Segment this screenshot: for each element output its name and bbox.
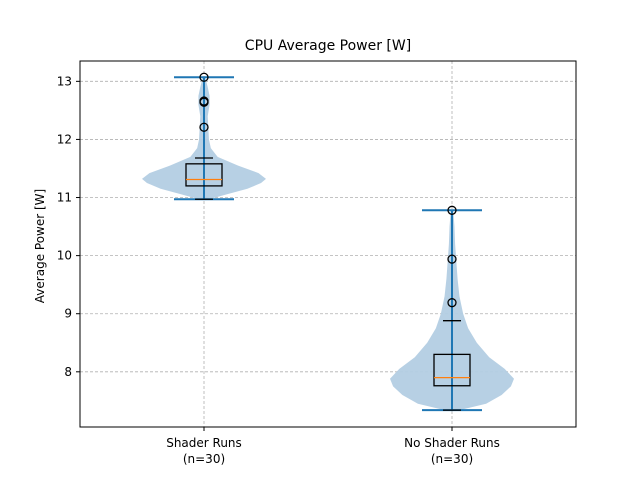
y-tick-label: 8 — [64, 365, 72, 379]
box-iqr — [433, 353, 471, 387]
x-tick-sublabel: (n=30) — [183, 452, 225, 466]
y-axis-label: Average Power [W] — [33, 189, 47, 303]
outlier-point — [447, 254, 457, 264]
box-iqr — [185, 163, 223, 187]
x-tick-sublabel: (n=30) — [431, 452, 473, 466]
outlier-point — [447, 205, 457, 215]
y-tick-label: 12 — [57, 132, 72, 146]
plot-area: 8 9 10 11 12 13 Shader Runs (n=30) No Shader Run… — [57, 60, 577, 466]
chart-title: CPU Average Power [W] — [245, 38, 411, 54]
y-tick-label: 11 — [57, 191, 72, 205]
x-tick-label: No Shader Runs — [404, 436, 500, 450]
outlier-point — [199, 122, 209, 132]
outlier-point — [199, 72, 209, 82]
plot-frame — [79, 60, 577, 428]
outlier-point — [199, 96, 209, 106]
x-tick-label: Shader Runs — [166, 436, 242, 450]
outlier-point — [447, 298, 457, 308]
y-tick-label: 13 — [57, 74, 72, 88]
y-tick-label: 10 — [57, 249, 72, 263]
y-tick-label: 9 — [64, 307, 72, 321]
